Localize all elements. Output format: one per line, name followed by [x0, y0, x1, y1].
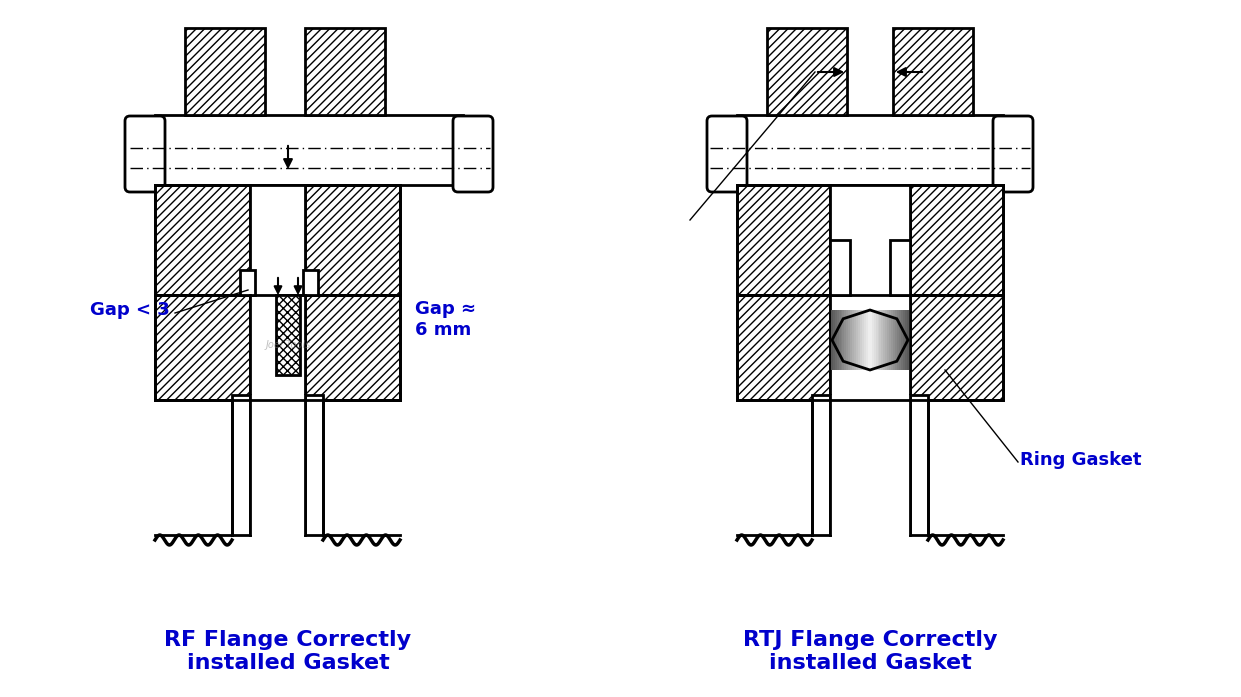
- Bar: [155, 295, 249, 400]
- Text: Joel Tools: Joel Tools: [266, 340, 310, 350]
- Bar: [737, 295, 830, 400]
- Bar: [858, 310, 860, 370]
- FancyBboxPatch shape: [125, 116, 165, 192]
- Bar: [846, 310, 849, 370]
- Bar: [850, 310, 853, 370]
- Bar: [185, 28, 266, 115]
- Bar: [276, 295, 300, 375]
- Bar: [891, 310, 894, 370]
- Bar: [905, 310, 907, 370]
- Bar: [907, 310, 910, 370]
- Bar: [737, 115, 1003, 185]
- Bar: [898, 310, 901, 370]
- Bar: [812, 395, 830, 535]
- Bar: [890, 310, 892, 370]
- Text: Gap ≈
6 mm: Gap ≈ 6 mm: [414, 300, 477, 339]
- Bar: [232, 395, 249, 535]
- Bar: [867, 310, 870, 370]
- Bar: [240, 270, 254, 295]
- Bar: [839, 310, 841, 370]
- Bar: [305, 185, 400, 295]
- Bar: [830, 185, 910, 295]
- Text: Gap < 3: Gap < 3: [91, 301, 170, 319]
- Bar: [885, 310, 887, 370]
- Bar: [830, 395, 910, 535]
- Bar: [249, 395, 305, 535]
- Bar: [890, 240, 910, 295]
- Bar: [860, 310, 862, 370]
- Bar: [849, 310, 851, 370]
- Text: Ring Gasket: Ring Gasket: [1020, 451, 1142, 469]
- Bar: [249, 185, 305, 295]
- Bar: [874, 310, 876, 370]
- Bar: [767, 28, 848, 115]
- Bar: [876, 310, 879, 370]
- Bar: [910, 185, 1003, 295]
- Bar: [881, 310, 884, 370]
- Bar: [901, 310, 903, 370]
- Bar: [871, 310, 874, 370]
- Bar: [305, 395, 323, 535]
- Bar: [844, 310, 846, 370]
- Text: RF Flange Correctly
installed Gasket: RF Flange Correctly installed Gasket: [165, 630, 412, 673]
- Bar: [833, 310, 835, 370]
- Bar: [249, 295, 305, 400]
- Bar: [303, 270, 318, 295]
- Bar: [910, 395, 928, 535]
- Bar: [884, 310, 886, 370]
- Bar: [835, 310, 838, 370]
- Bar: [895, 310, 897, 370]
- Bar: [830, 240, 850, 295]
- Bar: [737, 185, 830, 295]
- Bar: [894, 310, 896, 370]
- Bar: [897, 310, 900, 370]
- Bar: [910, 295, 1003, 400]
- Bar: [903, 310, 906, 370]
- Bar: [887, 310, 890, 370]
- Bar: [880, 310, 882, 370]
- Bar: [894, 28, 973, 115]
- Bar: [830, 295, 910, 400]
- Bar: [866, 310, 869, 370]
- Bar: [830, 310, 833, 370]
- Bar: [840, 310, 843, 370]
- Bar: [854, 310, 856, 370]
- Bar: [155, 115, 463, 185]
- Bar: [305, 295, 400, 400]
- Text: RTJ Flange Correctly
installed Gasket: RTJ Flange Correctly installed Gasket: [743, 630, 998, 673]
- FancyBboxPatch shape: [993, 116, 1033, 192]
- FancyBboxPatch shape: [453, 116, 493, 192]
- Bar: [155, 185, 249, 295]
- FancyBboxPatch shape: [707, 116, 747, 192]
- Bar: [305, 28, 385, 115]
- Bar: [870, 310, 872, 370]
- Bar: [856, 310, 859, 370]
- Bar: [853, 310, 855, 370]
- Bar: [836, 310, 839, 370]
- Bar: [864, 310, 866, 370]
- Bar: [843, 310, 845, 370]
- Bar: [862, 310, 865, 370]
- Bar: [877, 310, 880, 370]
